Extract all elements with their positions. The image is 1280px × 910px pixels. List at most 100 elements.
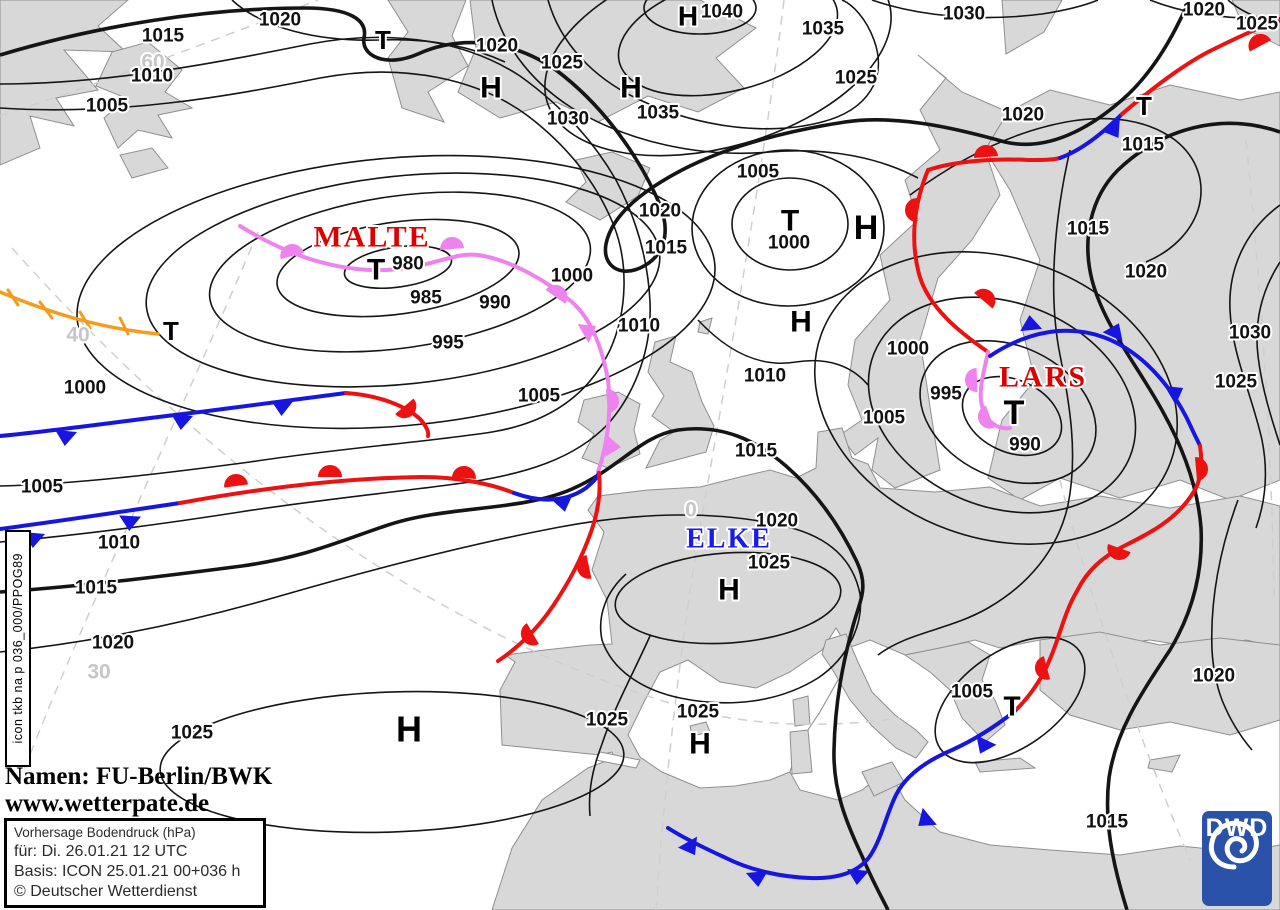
pressure-label: 1010 xyxy=(131,66,173,87)
isobar-line xyxy=(0,36,651,543)
low-center-label: T xyxy=(1004,394,1025,432)
land-arctic-island xyxy=(387,0,469,123)
lars-cold-front-triangle xyxy=(1102,323,1123,342)
pressure-label: 1020 xyxy=(476,36,518,57)
pressure-label: 1015 xyxy=(142,26,185,47)
isobar-ellipse xyxy=(961,375,1063,457)
isobar-line xyxy=(0,514,862,704)
pressure-label: 1025 xyxy=(748,553,791,574)
isobar-line xyxy=(909,117,1202,263)
malte-occluded-front-triangle xyxy=(605,434,621,457)
lars-cold-front-segment xyxy=(988,328,1202,448)
land-sardinia xyxy=(789,729,813,775)
atlantic-warm-spur-front-triangle xyxy=(171,414,194,430)
pressure-label: 1020 xyxy=(1183,0,1225,21)
forecast-info-box: Vorhersage Bodendruck (hPa) für: Di. 26.… xyxy=(4,818,266,908)
pressure-label: 1005 xyxy=(737,162,780,183)
atlantic-warm-spur-front-triangle xyxy=(271,400,294,416)
lars-cold-front-semicircle xyxy=(1194,457,1208,482)
land-greece xyxy=(903,641,1006,743)
pressure-label: 980 xyxy=(392,254,424,275)
atlantic-warm-spur-front-segment xyxy=(344,391,431,438)
isobar-line xyxy=(231,0,506,63)
pressure-label: 1015 xyxy=(1086,812,1129,833)
credits: Namen: FU-Berlin/BWK www.wetterpate.de xyxy=(5,763,272,817)
lars-occluded-front-segment xyxy=(978,350,1012,431)
lars-cold-front-triangle xyxy=(745,871,768,887)
grid-label: 0 xyxy=(685,499,697,522)
pressure-label: 1020 xyxy=(639,201,681,222)
land-novaya-zemlya xyxy=(1001,0,1063,55)
malte-occluded-front-semicircle xyxy=(440,237,465,251)
land-svalbard xyxy=(95,41,194,149)
low-center-label: T xyxy=(375,25,391,55)
isobar-line xyxy=(588,635,651,817)
barents-front-semicircle xyxy=(1248,33,1272,52)
lars-cold-front-segment xyxy=(1013,444,1204,713)
atlantic-warm-spur-front-segment xyxy=(0,391,348,438)
lars-cold-front-segment xyxy=(666,709,1017,881)
pressure-label: 1010 xyxy=(98,533,140,554)
isobar-ellipse xyxy=(208,191,592,353)
atlantic-main-front-segment xyxy=(0,501,182,531)
norway-coast-warm-front-semicircle xyxy=(905,198,918,223)
high-center-label: H xyxy=(790,306,812,339)
low-center-label: T xyxy=(1003,691,1020,722)
norway-coast-warm-front-semicircle xyxy=(974,288,996,309)
trough-line xyxy=(0,290,160,336)
isobar-ellipse xyxy=(159,690,625,834)
barents-front-semicircle xyxy=(974,145,999,159)
isobar-bold-1015 xyxy=(0,426,890,910)
isobar-line xyxy=(1210,499,1253,751)
biscay-warm-front-semicircle xyxy=(576,555,592,579)
land-finland-russia xyxy=(984,84,1280,501)
high-center-label: H xyxy=(396,709,422,750)
system-name-elke: ELKE xyxy=(686,524,772,555)
lars-cold-front-semicircle xyxy=(1107,543,1131,561)
land-great-britain xyxy=(645,335,715,469)
malte-occluded-front-triangle xyxy=(577,323,597,344)
pressure-label: 1000 xyxy=(768,233,810,254)
isobar-line xyxy=(877,149,1074,656)
pressure-label: 1035 xyxy=(637,103,680,124)
pressure-label: 995 xyxy=(432,333,464,354)
isobar-ellipse xyxy=(276,218,520,318)
system-name-lars: LARS xyxy=(999,361,1087,394)
land-cyprus xyxy=(1147,754,1181,773)
graticule-line xyxy=(11,247,901,725)
high-center-label: H xyxy=(689,728,711,761)
isobar-ellipse xyxy=(813,251,1179,545)
pressure-label: 1020 xyxy=(92,633,134,654)
isobar-ellipse xyxy=(934,636,1086,764)
pressure-label: 995 xyxy=(930,384,962,405)
pressure-label: 1025 xyxy=(586,710,629,731)
trough-tick xyxy=(78,310,92,330)
pressure-label: 1020 xyxy=(259,10,301,31)
info-model-basis: Basis: ICON 25.01.21 00+036 h xyxy=(14,863,241,880)
isobar-ellipse xyxy=(614,551,842,645)
land-italy xyxy=(821,633,929,759)
grid-label: 30 xyxy=(87,661,110,684)
info-title: Vorhersage Bodendruck (hPa) xyxy=(14,825,196,840)
lars-cold-front-triangle xyxy=(1020,315,1043,332)
barents-front-segment xyxy=(1120,18,1280,116)
high-center-label: H xyxy=(854,209,879,247)
grid-label: 60 xyxy=(141,51,164,74)
isobar-ellipse xyxy=(643,0,757,35)
malte-occluded-front-semicircle xyxy=(605,389,619,414)
pressure-label: 1015 xyxy=(645,238,688,259)
info-copyright: © Deutscher Wetterdienst xyxy=(14,883,198,900)
credits-namen: Namen: FU-Berlin/BWK xyxy=(5,763,273,790)
pressure-label: 1015 xyxy=(735,441,778,462)
system-name-malte: MALTE xyxy=(313,221,430,254)
isobar-line xyxy=(547,0,880,130)
low-center-label: T xyxy=(163,316,179,346)
isobar-ellipse xyxy=(919,339,1097,485)
pressure-label: 1005 xyxy=(951,682,994,703)
land-arctic-coast xyxy=(457,0,757,123)
isobar-bold-1015 xyxy=(1086,121,1280,910)
trough-tick xyxy=(6,288,20,307)
lars-cold-front-triangle xyxy=(976,735,997,754)
